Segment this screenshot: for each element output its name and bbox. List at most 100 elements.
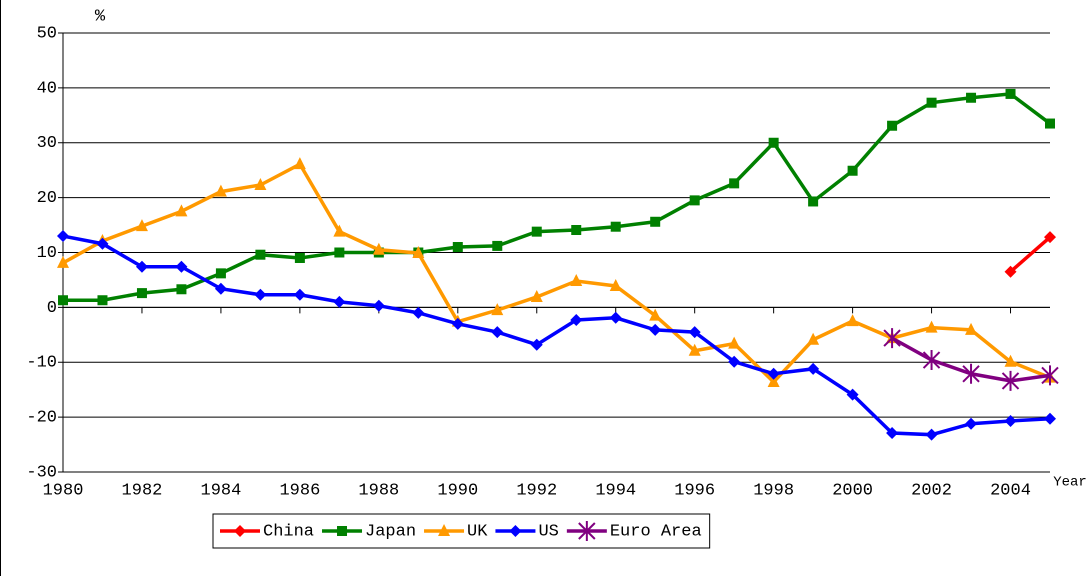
marker [1005,88,1016,99]
x-tick-label: 1984 [201,481,242,500]
marker [531,226,542,237]
marker [966,92,977,103]
marker [609,278,622,291]
marker [1044,412,1056,425]
marker [1004,265,1017,278]
legend-label: Euro Area [610,522,702,541]
marker [649,323,662,336]
marker [965,417,978,430]
marker [728,355,741,368]
x-tick-label: 1988 [358,481,399,500]
marker [846,388,859,401]
marker [293,288,306,301]
marker [452,242,463,253]
marker [491,303,504,316]
marker [412,306,425,319]
x-tick-label: 2000 [832,481,873,500]
marker [728,336,741,349]
legend-label: Japan [365,522,416,541]
marker [807,332,820,345]
marker [135,260,148,273]
marker [962,363,980,384]
marker [254,288,267,301]
marker [846,314,859,327]
legend: China Japan UK US Euro Area [212,513,711,549]
marker [294,252,305,263]
series-line [62,161,1051,385]
marker [530,289,543,302]
marker [922,350,941,371]
marker [729,178,740,189]
marker [135,219,148,232]
x-tick-label: 2004 [990,481,1031,500]
marker [255,249,266,260]
marker [649,308,662,321]
marker [57,255,69,268]
y-tick-label: -30 [26,463,57,482]
series-line [63,92,1052,302]
y-tick-label: 20 [37,189,57,208]
marker [886,427,899,440]
marker [215,268,226,279]
y-tick-label: 30 [37,134,57,153]
marker [175,260,188,273]
marker [807,362,820,375]
legend-box [212,513,711,549]
marker [965,322,978,335]
marker [767,367,780,380]
marker [214,282,227,295]
x-tick-label: 1996 [674,481,715,500]
marker [333,295,346,308]
legend-label: US [538,522,558,541]
legend-label: China [263,522,314,541]
marker [372,299,385,312]
marker [570,313,583,326]
x-tick-label: 1994 [595,481,636,500]
marker [492,240,503,251]
marker [688,326,701,339]
marker [234,525,246,537]
x-tick-label: 1986 [279,481,320,500]
y-tick-label: -10 [26,354,57,373]
marker [925,428,938,441]
y-tick-label: -20 [26,409,57,428]
marker [176,284,187,295]
legend-label: UK [467,522,488,541]
x-tick-label: 1980 [43,481,84,500]
y-tick-label: 50 [37,24,57,43]
marker [334,247,345,258]
marker [571,225,582,236]
marker [214,184,227,197]
marker [491,326,504,339]
marker [136,288,147,299]
marker [609,311,622,324]
marker [610,221,621,232]
marker [175,204,188,217]
marker [412,246,425,259]
marker [530,338,543,351]
marker [926,97,937,108]
x-tick-label: 1982 [122,481,163,500]
x-tick-label: 1992 [516,481,557,500]
marker [1045,118,1055,129]
marker [1001,370,1020,391]
x-tick-label: 2002 [911,481,952,500]
marker [96,237,109,250]
x-tick-label: 1998 [753,481,794,500]
marker [57,230,69,243]
marker [808,196,819,207]
marker [1004,414,1017,427]
x-tick-label: 1990 [437,481,478,500]
marker [293,157,306,170]
x-axis-label: Year [1053,475,1087,491]
y-tick-label: 10 [37,244,57,263]
marker [925,320,938,333]
marker [1041,365,1059,386]
marker [887,120,898,131]
marker [372,242,385,255]
marker [1044,231,1056,244]
marker [509,525,522,537]
y-axis-label: % [95,7,106,26]
